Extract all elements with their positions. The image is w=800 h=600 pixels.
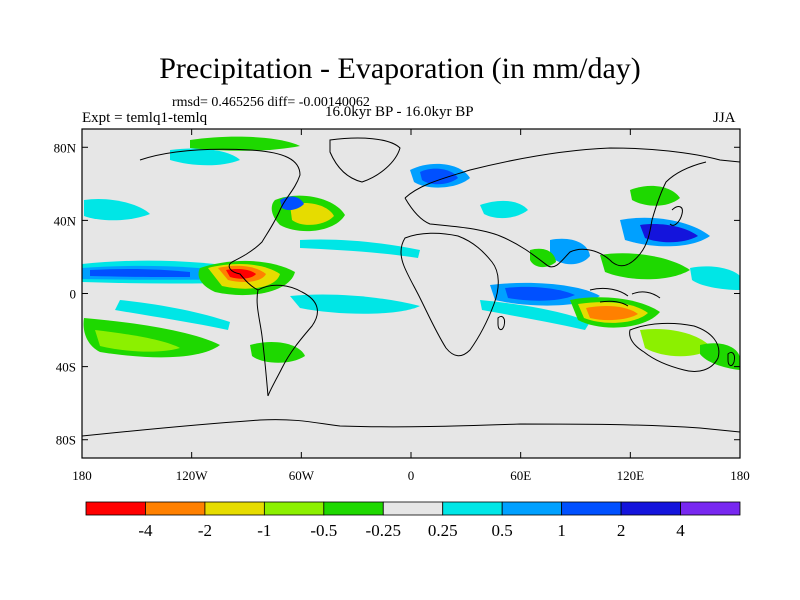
coastlines bbox=[82, 137, 740, 437]
field-positive-equatorial-atlantic bbox=[290, 294, 420, 314]
field-positive-south-pacific bbox=[115, 300, 230, 330]
field-negative-australia bbox=[640, 328, 712, 357]
colorbar-box bbox=[204, 501, 265, 516]
field-positive-scandinavia bbox=[480, 200, 528, 219]
lat-tick-label: 80N bbox=[54, 140, 77, 155]
colorbar-box bbox=[680, 501, 741, 516]
colorbar-label: 1 bbox=[557, 521, 566, 540]
field-positive-tropical-west-pacific bbox=[690, 266, 740, 290]
coast-australia bbox=[629, 322, 720, 372]
lat-tick-label: 40N bbox=[54, 213, 77, 228]
colorbar-label: 4 bbox=[676, 521, 685, 540]
colorbar-label: -0.25 bbox=[366, 521, 401, 540]
colorbar-box bbox=[85, 501, 146, 516]
coast-eurasia bbox=[404, 147, 740, 199]
lon-tick-label: 180 bbox=[72, 468, 92, 483]
colorbar-box bbox=[561, 501, 622, 516]
colorbar-label: 2 bbox=[617, 521, 626, 540]
colorbar-label: -4 bbox=[138, 521, 153, 540]
field-positive-atlantic-band bbox=[300, 239, 420, 258]
period-label: 16.0kyr BP - 16.0kyr BP bbox=[325, 104, 474, 120]
lon-tick-label: 60E bbox=[510, 468, 531, 483]
field-negative-south-pacific-core bbox=[95, 330, 180, 352]
field-negative-arctic bbox=[190, 136, 300, 151]
coast-japan bbox=[669, 206, 683, 226]
season-label: JJA bbox=[713, 110, 736, 126]
lon-tick-label: 180 bbox=[730, 468, 750, 483]
field-positive-greenland-core bbox=[420, 168, 458, 185]
longitude-ticks: 180 120W 60W 0 60E 120E 180 bbox=[72, 129, 750, 483]
field-positive-west-pacific-core bbox=[640, 224, 698, 243]
experiment-label: Expt = temlq1-temlq bbox=[82, 110, 208, 126]
colorbar-label: -0.5 bbox=[310, 521, 337, 540]
coast-greenland bbox=[329, 137, 401, 183]
colorbar-label: -1 bbox=[257, 521, 271, 540]
lon-tick-label: 120E bbox=[617, 468, 645, 483]
colorbar-label: 0.25 bbox=[428, 521, 458, 540]
lat-tick-label: 40S bbox=[56, 360, 76, 375]
field-positive-north-pacific bbox=[84, 198, 150, 221]
field-positive-indian-ocean-core bbox=[505, 286, 575, 301]
coast-indonesia bbox=[589, 287, 661, 307]
colorbar-label: -2 bbox=[198, 521, 212, 540]
field-positive-alaska bbox=[170, 148, 240, 166]
colorbar-box bbox=[145, 501, 206, 516]
lon-tick-label: 120W bbox=[176, 468, 209, 483]
colorbar-box bbox=[323, 501, 384, 516]
field-negative-maritime-core bbox=[586, 306, 638, 321]
lon-tick-label: 60W bbox=[289, 468, 315, 483]
stats-label: rmsd= 0.465256 diff= -0.00140062 bbox=[172, 95, 370, 110]
lon-tick-label: 0 bbox=[408, 468, 415, 483]
colorbar: -4 -2 -1 -0.5 -0.25 0.25 0.5 1 2 4 bbox=[85, 501, 741, 540]
colorbar-label: 0.5 bbox=[492, 521, 513, 540]
lat-tick-label: 0 bbox=[70, 287, 77, 302]
coast-south-america bbox=[257, 284, 318, 397]
anomaly-fields bbox=[82, 136, 740, 370]
lat-tick-label: 80S bbox=[56, 433, 76, 448]
colorbar-box bbox=[501, 501, 563, 516]
field-negative-india bbox=[530, 248, 556, 268]
field-positive-itcz-pacific-max bbox=[90, 268, 190, 277]
colorbar-box bbox=[382, 501, 444, 516]
field-negative-tasman bbox=[700, 343, 740, 370]
colorbar-box bbox=[620, 501, 681, 516]
coast-africa bbox=[400, 232, 499, 357]
colorbar-box bbox=[263, 501, 325, 516]
map-background bbox=[82, 129, 740, 458]
coast-new-zealand bbox=[727, 351, 735, 367]
latitude-ticks: 80N 40N 0 40S 80S bbox=[54, 140, 740, 448]
field-positive-indian-ocean-outer bbox=[480, 300, 590, 330]
coast-south-america-west bbox=[256, 289, 269, 397]
colorbar-box bbox=[442, 501, 503, 516]
coast-antarctica bbox=[82, 419, 740, 437]
coast-madagascar bbox=[497, 315, 505, 331]
coast-north-america bbox=[139, 148, 301, 291]
coast-eurasia-south bbox=[404, 161, 707, 268]
plot-title: Precipitation - Evaporation (in mm/day) bbox=[159, 52, 641, 85]
field-negative-north-atlantic-core bbox=[290, 203, 334, 225]
field-negative-west-pacific bbox=[600, 253, 690, 280]
field-negative-east-asia bbox=[630, 185, 680, 206]
